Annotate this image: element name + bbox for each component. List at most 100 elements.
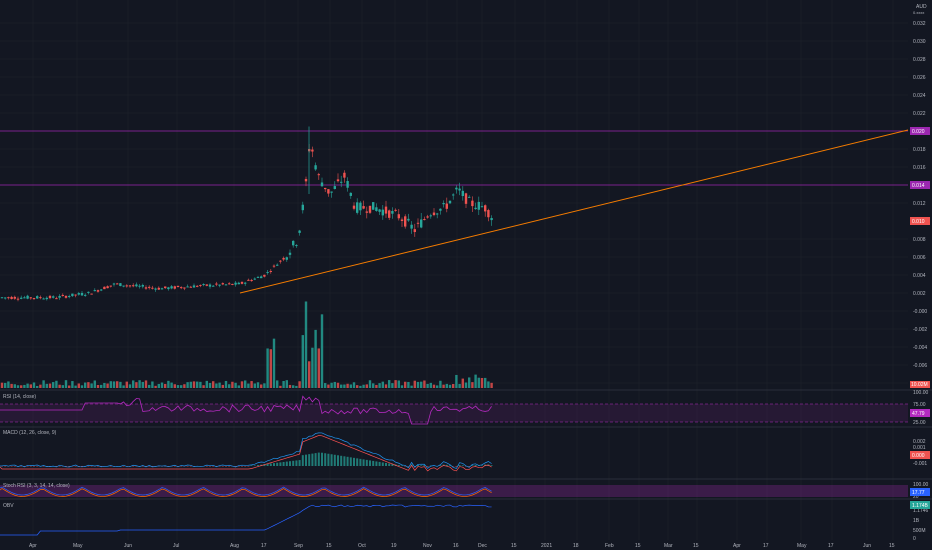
candle-body [93, 290, 96, 292]
candle-body [381, 209, 384, 216]
trend-line[interactable] [239, 129, 909, 294]
candle-body [436, 213, 439, 215]
macd-histogram [26, 466, 29, 467]
candle-body [26, 295, 29, 299]
candle-body [260, 276, 263, 279]
signal-line [0, 435, 492, 472]
volume-bar [154, 385, 157, 388]
macd-histogram [253, 465, 256, 466]
time-axis[interactable]: Apr May Jun Jul Aug 17 Sep 15 Oct 19 Nov 16 Dec 15 202… [29, 543, 895, 549]
macd-histogram [308, 454, 311, 466]
macd-histogram [317, 452, 320, 466]
candle-body [336, 179, 340, 182]
volume-bar [384, 384, 388, 388]
indicator-tick: 0.001 [913, 445, 926, 451]
candle-body [29, 297, 32, 299]
candle-body [144, 287, 148, 289]
indicator-tag: 0.000 [912, 453, 925, 459]
macd-histogram [282, 461, 285, 466]
time-tick: 18 [573, 543, 579, 549]
time-tick: 17 [828, 543, 834, 549]
candle-body [455, 187, 458, 190]
macd-histogram [244, 466, 247, 467]
time-tick: 15 [511, 543, 517, 549]
macd-histogram [337, 455, 339, 466]
volume-bar [359, 385, 362, 388]
volume-bar [356, 385, 359, 388]
volume-bar [324, 383, 327, 388]
candle-body [295, 245, 298, 247]
time-tick: Jun [124, 543, 132, 549]
macd-histogram [273, 463, 275, 466]
candle-body [394, 209, 397, 211]
macd-histogram [87, 466, 90, 467]
candle-body [439, 208, 442, 211]
indicator-tag: 1.174B [912, 503, 929, 509]
volume-bar [269, 349, 272, 388]
volume-bar [330, 382, 333, 388]
candle-body [212, 285, 215, 287]
rsi-line [0, 395, 492, 425]
price-axis[interactable]: 0.032 0.030 0.028 0.026 0.024 0.022 0.018 0.016… [910, 21, 930, 542]
volume-bar [279, 385, 282, 388]
volume-bar [39, 384, 42, 388]
candle-body [237, 282, 240, 285]
volume-bar [93, 380, 96, 388]
volume-bar [26, 383, 29, 388]
candle-body [205, 284, 208, 286]
volume-bar [250, 381, 253, 388]
volume-bar [426, 383, 429, 388]
candle-body [96, 290, 100, 292]
candle-body [48, 295, 52, 299]
macd-histogram [193, 466, 195, 467]
candle-body [301, 204, 304, 211]
volume-bar [308, 361, 311, 388]
macd-histogram [269, 463, 272, 466]
volume-bar [442, 384, 445, 388]
volume-bar [317, 348, 320, 388]
macd-histogram [20, 466, 23, 467]
volume-bar [349, 384, 352, 388]
volume-bar [68, 385, 71, 388]
volume-bar [20, 385, 23, 388]
macd-histogram [375, 461, 378, 466]
candle-body [221, 283, 224, 285]
candle-body [346, 180, 349, 188]
candle-body [423, 219, 426, 221]
candle-body [189, 286, 192, 288]
macd-histogram [353, 457, 355, 466]
candle-body [266, 272, 269, 274]
candle-body [324, 187, 327, 190]
volume-bar [461, 378, 464, 388]
candle-body [55, 298, 58, 300]
macd-histogram [429, 465, 432, 466]
volume-bar [189, 381, 192, 388]
macd-histogram [77, 466, 80, 467]
macd-histogram [36, 466, 39, 467]
volume-bar [10, 383, 13, 388]
macd-histogram [247, 466, 250, 467]
candle-body [269, 270, 272, 272]
macd-histogram [426, 466, 429, 467]
candle-body [119, 283, 122, 287]
volume-bar [375, 384, 378, 388]
macd-histogram [401, 465, 403, 466]
candle-body [208, 284, 212, 287]
candle-body [199, 284, 202, 286]
macd-histogram [250, 465, 253, 466]
volume-bar [413, 380, 416, 388]
macd-histogram [330, 454, 333, 466]
volume-bar [160, 382, 164, 388]
macd-histogram [333, 454, 336, 466]
candle-body [362, 206, 365, 209]
macd-histogram [397, 465, 400, 466]
volume-bar [410, 385, 413, 388]
macd-histogram [221, 466, 224, 467]
candle-body [160, 288, 164, 290]
volume-bar [394, 380, 397, 388]
macd-histogram [327, 453, 330, 466]
candle-body [170, 286, 173, 289]
macd-histogram [209, 466, 211, 467]
volume-bar [407, 381, 410, 388]
